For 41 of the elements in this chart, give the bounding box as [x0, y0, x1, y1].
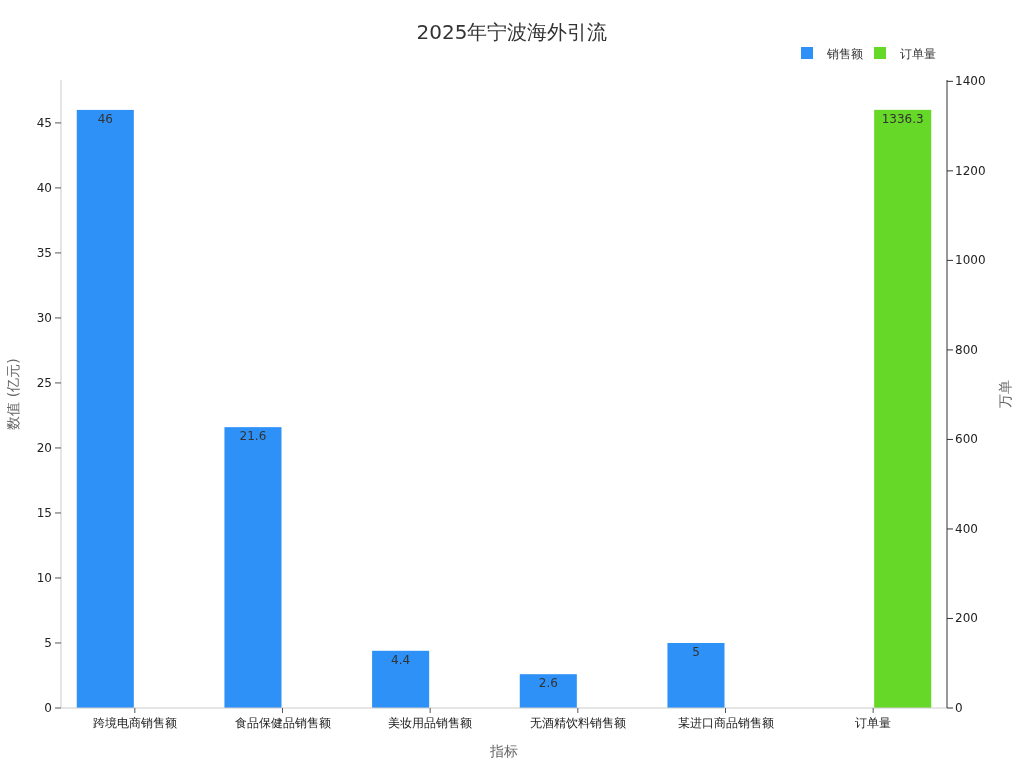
- bar: [372, 650, 430, 708]
- y2-axis-title: 万单: [997, 380, 1013, 408]
- data-label: 1336.3: [881, 111, 924, 126]
- x-tick-label: 食品保健品销售额: [234, 716, 331, 730]
- y2-tick-label: 0: [955, 701, 963, 715]
- y-tick-label: 35: [36, 245, 52, 260]
- x-tick-label: 某进口商品销售额: [677, 716, 774, 730]
- data-label: 2.6: [538, 676, 558, 691]
- bar: [224, 427, 282, 708]
- y2-tick-label: 800: [955, 342, 978, 357]
- y-tick-label: 40: [36, 180, 52, 195]
- y-tick-label: 30: [36, 310, 52, 325]
- chart-title: 2025年宁波海外引流: [416, 20, 608, 44]
- y-tick-label: 10: [36, 570, 52, 585]
- y-tick-label: 20: [36, 440, 52, 455]
- data-label: 46: [97, 111, 113, 126]
- y-axis-title: 数值 (亿元): [5, 358, 21, 430]
- bar: [76, 109, 134, 708]
- data-label: 4.4: [391, 652, 411, 667]
- data-label: 5: [692, 644, 700, 659]
- data-label: 21.6: [239, 429, 267, 444]
- legend-label: 订单量: [900, 47, 936, 61]
- x-tick-label: 订单量: [855, 716, 892, 730]
- y2-tick-label: 600: [955, 432, 978, 447]
- x-tick-label: 跨境电商销售额: [92, 716, 177, 730]
- y2-tick-label: 1200: [955, 163, 986, 178]
- y-tick-label: 15: [36, 505, 52, 520]
- y-tick-label: 0: [44, 701, 52, 715]
- y2-tick-label: 400: [955, 521, 978, 536]
- x-axis-title: 指标: [489, 743, 518, 759]
- y-tick-label: 5: [44, 635, 52, 650]
- y2-tick-label: 200: [955, 611, 978, 626]
- bar: [667, 642, 725, 708]
- y2-tick-label: 1000: [955, 253, 986, 268]
- y2-tick-label: 1400: [955, 74, 986, 89]
- y-tick-label: 25: [36, 375, 52, 390]
- legend-label: 销售额: [826, 47, 863, 61]
- x-tick-label: 美妆用品销售额: [388, 716, 473, 730]
- x-tick-label: 无酒精饮料销售额: [529, 716, 626, 730]
- bar: [519, 674, 577, 708]
- y-tick-label: 45: [36, 115, 52, 130]
